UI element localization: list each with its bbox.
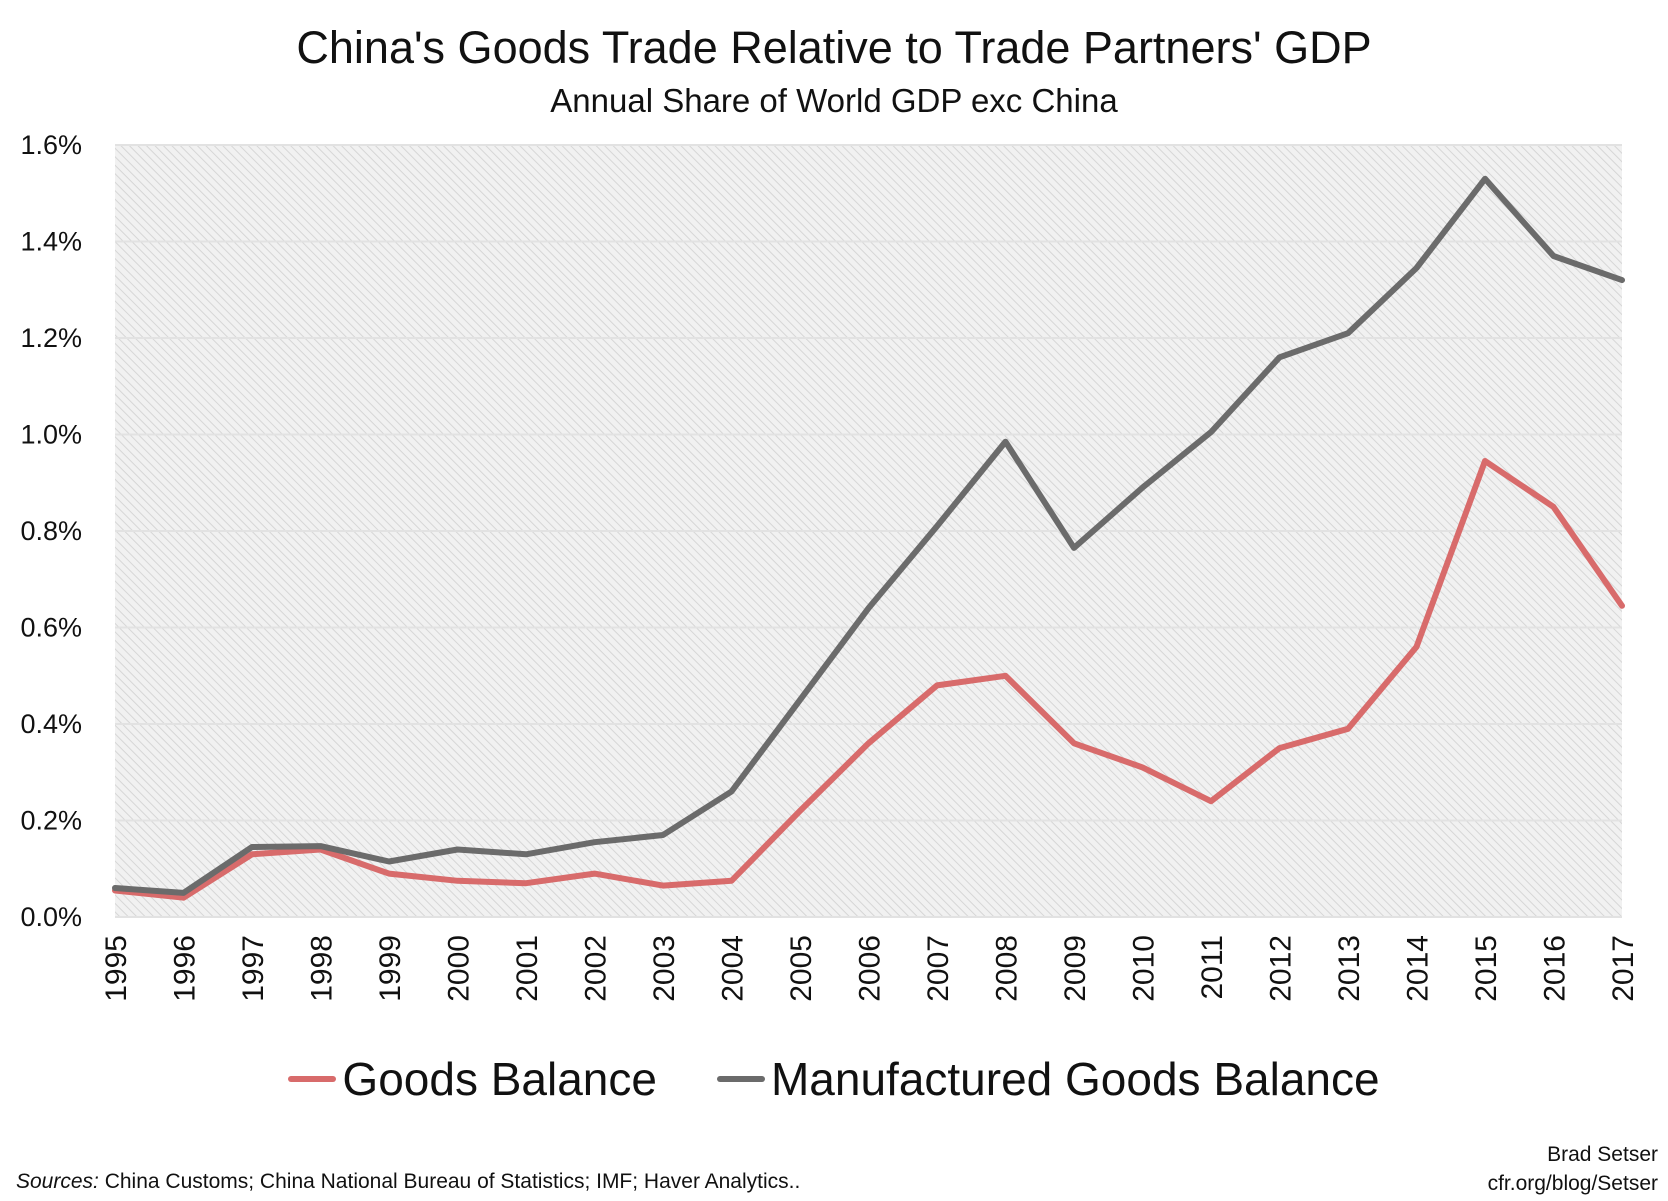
y-tick-label: 1.2% bbox=[20, 323, 82, 353]
x-tick-label: 2008 bbox=[991, 935, 1024, 1002]
legend-label: Manufactured Goods Balance bbox=[770, 1053, 1380, 1105]
x-tick-label: 1996 bbox=[169, 935, 202, 1002]
x-tick-label: 2002 bbox=[580, 935, 613, 1002]
y-tick-label: 0.0% bbox=[20, 902, 82, 932]
chart-title: China's Goods Trade Relative to Trade Pa… bbox=[296, 22, 1372, 73]
x-tick-label: 2006 bbox=[854, 935, 887, 1002]
x-tick-label: 2007 bbox=[922, 935, 955, 1002]
legend-swatch-goods bbox=[288, 1076, 337, 1082]
x-tick-label: 2017 bbox=[1607, 935, 1640, 1002]
legend: Goods Balance Manufactured Goods Balance bbox=[0, 1052, 1668, 1106]
legend-swatch-manufactured bbox=[716, 1076, 765, 1082]
x-tick-label: 2003 bbox=[648, 935, 681, 1002]
y-tick-label: 1.6% bbox=[20, 130, 82, 160]
x-tick-label: 1999 bbox=[374, 935, 407, 1002]
x-tick-label: 2015 bbox=[1470, 935, 1503, 1002]
y-tick-label: 0.8% bbox=[20, 516, 82, 546]
x-tick-label: 2014 bbox=[1402, 935, 1435, 1002]
sources-text: China Customs; China National Bureau of … bbox=[98, 1170, 801, 1193]
sources-label: Sources: bbox=[16, 1170, 99, 1193]
y-tick-label: 1.0% bbox=[20, 420, 82, 450]
y-tick-label: 0.4% bbox=[20, 709, 82, 739]
x-tick-label: 1995 bbox=[100, 935, 133, 1002]
x-tick-label: 2004 bbox=[717, 935, 750, 1002]
x-tick-label: 1997 bbox=[237, 935, 270, 1002]
y-tick-label: 0.2% bbox=[20, 806, 82, 836]
author-name: Brad Setser bbox=[1547, 1143, 1658, 1166]
y-tick-label: 1.4% bbox=[20, 227, 82, 257]
y-tick-label: 0.6% bbox=[20, 613, 82, 643]
author-url: cfr.org/blog/Setser bbox=[1487, 1172, 1658, 1195]
x-tick-label: 2000 bbox=[443, 935, 476, 1002]
x-tick-label: 2010 bbox=[1128, 935, 1161, 1002]
sources-note: Sources: China Customs; China National B… bbox=[16, 1170, 800, 1194]
x-tick-label: 2009 bbox=[1059, 935, 1092, 1002]
legend-item-goods-balance: Goods Balance bbox=[288, 1052, 657, 1106]
x-tick-label: 2013 bbox=[1333, 935, 1366, 1002]
attribution: Brad Setser cfr.org/blog/Setser bbox=[1488, 1140, 1658, 1198]
x-tick-label: 2012 bbox=[1265, 935, 1298, 1002]
x-tick-label: 1998 bbox=[306, 935, 339, 1002]
x-tick-label: 2001 bbox=[511, 935, 544, 1002]
legend-item-manufactured-goods-balance: Manufactured Goods Balance bbox=[716, 1052, 1380, 1106]
x-tick-label: 2011 bbox=[1196, 935, 1229, 1000]
chart-subtitle: Annual Share of World GDP exc China bbox=[550, 82, 1118, 119]
x-tick-label: 2005 bbox=[785, 935, 818, 1002]
x-tick-label: 2016 bbox=[1539, 935, 1572, 1002]
legend-label: Goods Balance bbox=[342, 1053, 657, 1105]
